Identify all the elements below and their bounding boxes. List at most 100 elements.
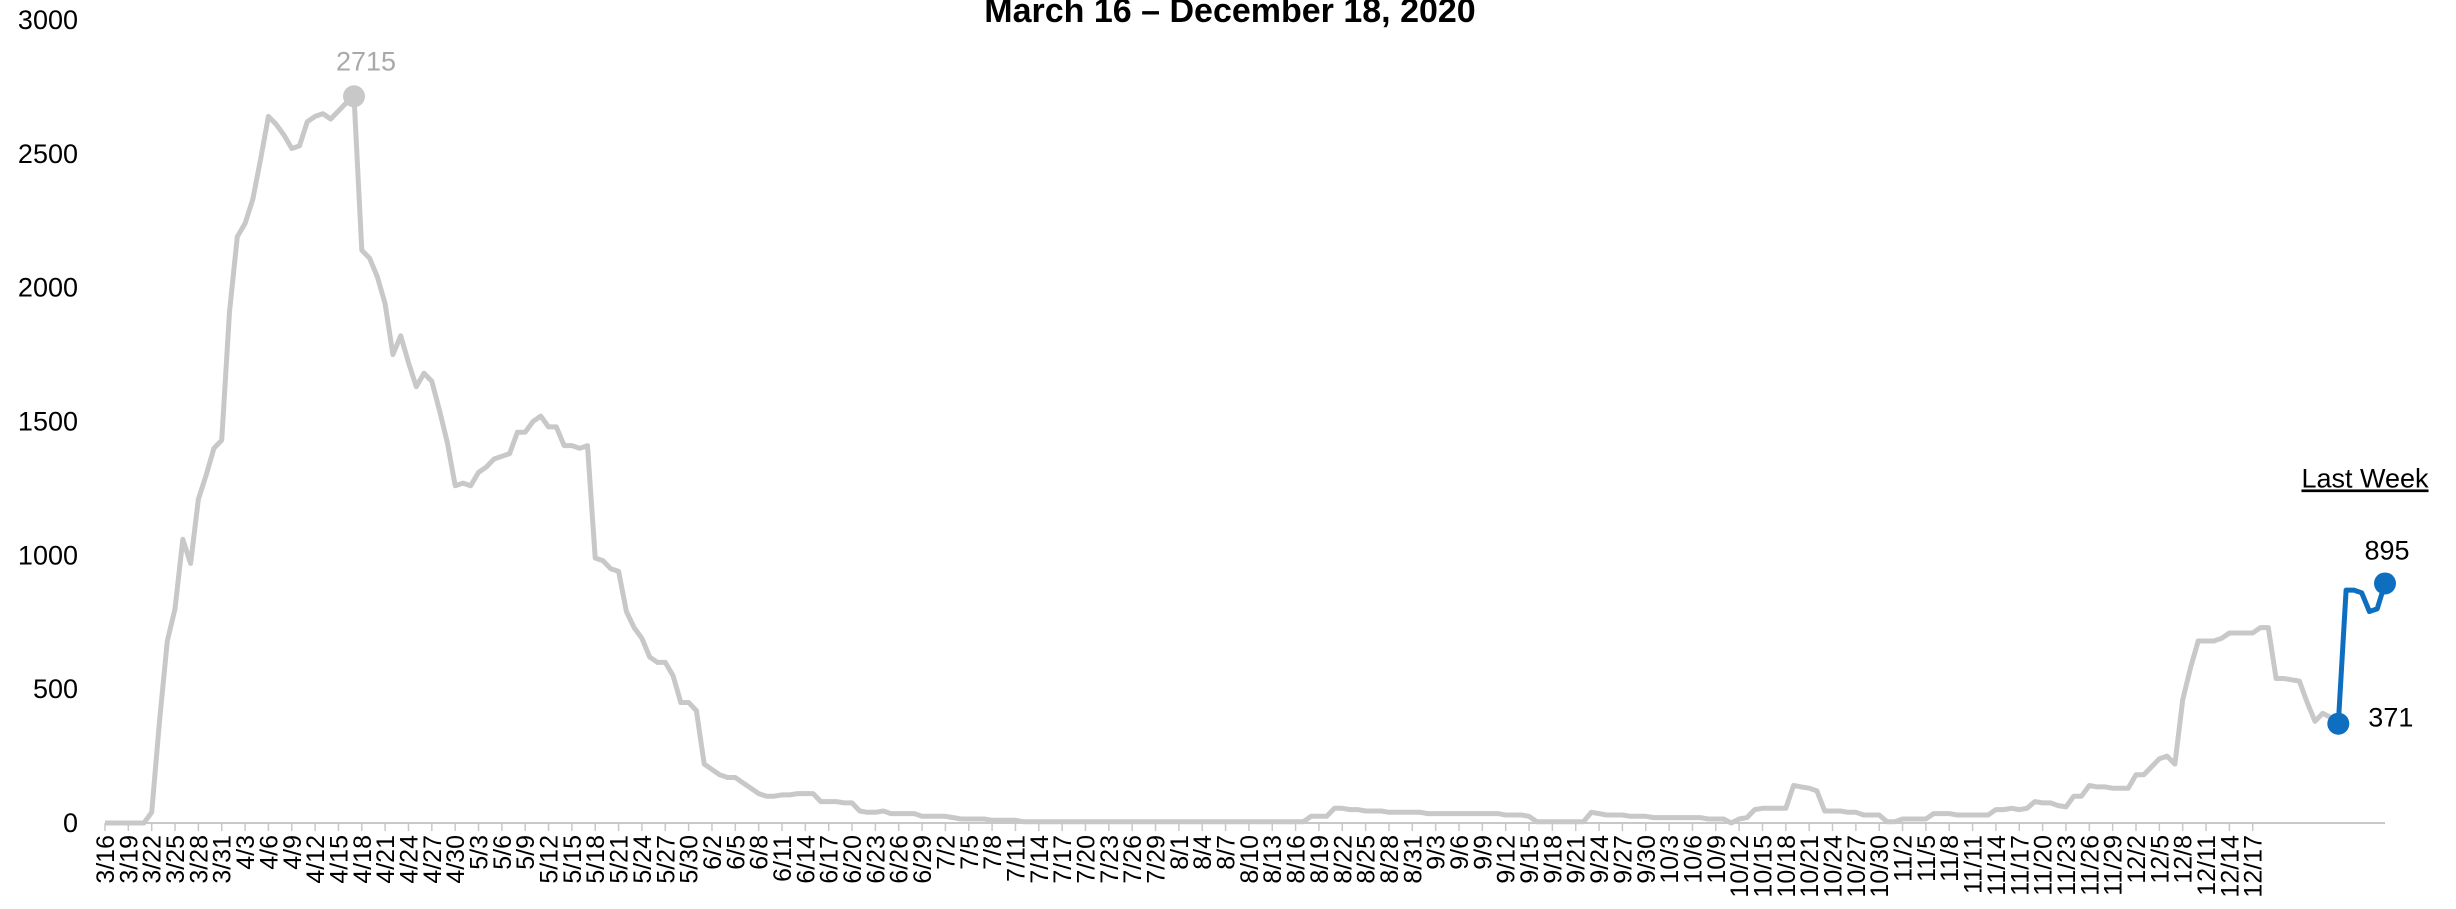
- x-tick-label: 4/24: [395, 835, 423, 884]
- x-tick-label: 4/15: [325, 835, 353, 884]
- x-tick-label: 5/21: [606, 835, 634, 884]
- week-end-marker: [2374, 572, 2396, 595]
- x-tick-label: 11/29: [2100, 835, 2128, 896]
- x-tick-label: 6/23: [862, 835, 890, 884]
- x-tick-label: 10/21: [1796, 835, 1824, 898]
- x-tick-label: 7/11: [1002, 835, 1030, 882]
- x-tick-label: 3/28: [185, 835, 213, 884]
- x-tick-label: 5/18: [582, 835, 610, 884]
- peak-marker: [343, 85, 366, 108]
- x-tick-label: 9/15: [1516, 835, 1544, 884]
- x-tick-label: 3/22: [139, 835, 167, 884]
- y-tick-label: 1000: [18, 540, 78, 570]
- x-tick-label: 9/27: [1609, 835, 1637, 884]
- week-start-value-label: 371: [2368, 703, 2413, 733]
- x-tick-label: 11/5: [1913, 835, 1941, 882]
- x-tick-label: 5/15: [559, 835, 587, 884]
- x-tick-label: 6/20: [839, 835, 867, 884]
- x-tick-label: 7/17: [1049, 835, 1077, 884]
- x-tick-label: 3/19: [115, 835, 143, 884]
- x-tick-label: 7/29: [1143, 835, 1171, 884]
- x-tick-label: 8/19: [1306, 835, 1334, 884]
- x-tick-label: 12/17: [2240, 835, 2268, 898]
- x-tick-label: 12/5: [2146, 835, 2174, 884]
- x-tick-label: 11/14: [1983, 835, 2011, 896]
- x-tick-label: 5/30: [676, 835, 704, 884]
- x-tick-label: 4/3: [232, 835, 260, 870]
- x-tick-label: 5/3: [466, 835, 494, 870]
- y-tick-label: 0: [63, 808, 78, 838]
- week-end-value-label: 895: [2364, 535, 2409, 565]
- x-tick-label: 5/24: [629, 835, 657, 884]
- y-tick-label: 2000: [18, 273, 78, 303]
- x-tick-label: 8/25: [1353, 835, 1381, 884]
- x-axis: 3/163/193/223/253/283/314/34/64/94/124/1…: [92, 822, 2385, 898]
- y-tick-label: 2500: [18, 139, 78, 169]
- x-tick-label: 12/8: [2170, 835, 2198, 884]
- x-tick-label: 3/16: [92, 835, 120, 884]
- x-tick-label: 11/20: [2030, 835, 2058, 896]
- x-tick-label: 4/6: [255, 835, 283, 870]
- x-tick-label: 12/11: [2193, 835, 2221, 896]
- x-tick-label: 4/12: [302, 835, 330, 884]
- last-week-series-line: [2335, 582, 2388, 724]
- x-tick-label: 5/9: [512, 835, 540, 870]
- x-tick-label: 11/23: [2053, 835, 2081, 896]
- x-tick-label: 3/31: [209, 835, 237, 884]
- x-tick-label: 8/10: [1236, 835, 1264, 884]
- x-tick-label: 7/8: [979, 835, 1007, 870]
- x-tick-label: 9/6: [1446, 835, 1474, 870]
- x-tick-label: 4/27: [419, 835, 447, 884]
- x-tick-label: 8/16: [1283, 835, 1311, 884]
- y-tick-label: 500: [33, 674, 78, 704]
- x-tick-label: 10/9: [1703, 835, 1731, 884]
- x-tick-label: 11/26: [2076, 835, 2104, 896]
- x-tick-label: 5/27: [652, 835, 680, 884]
- x-tick-label: 8/22: [1329, 835, 1357, 884]
- x-tick-label: 9/3: [1423, 835, 1451, 870]
- y-tick-label: 3000: [18, 5, 78, 35]
- x-tick-label: 9/30: [1633, 835, 1661, 884]
- x-tick-label: 10/24: [1820, 835, 1848, 898]
- x-tick-label: 9/9: [1469, 835, 1497, 870]
- x-tick-label: 6/29: [909, 835, 937, 884]
- x-tick-label: 6/5: [722, 835, 750, 870]
- x-tick-label: 9/24: [1586, 835, 1614, 884]
- x-tick-label: 10/15: [1749, 835, 1777, 898]
- peak-value-label: 2715: [336, 46, 396, 76]
- x-tick-label: 3/25: [162, 835, 190, 884]
- x-tick-label: 11/2: [1890, 835, 1918, 882]
- x-tick-label: 10/12: [1726, 835, 1754, 898]
- x-tick-label: 6/26: [886, 835, 914, 884]
- chart-title: March 16 – December 18, 2020: [984, 0, 1475, 30]
- x-tick-label: 8/7: [1213, 835, 1241, 870]
- x-tick-label: 7/2: [932, 835, 960, 870]
- x-tick-label: 6/2: [699, 835, 727, 870]
- x-tick-label: 12/2: [2123, 835, 2151, 884]
- x-tick-label: 12/14: [2216, 835, 2244, 898]
- y-axis: 0 500 1000 1500 2000 2500 3000: [18, 5, 78, 838]
- x-tick-label: 7/14: [1026, 835, 1054, 884]
- x-tick-label: 5/12: [536, 835, 564, 884]
- x-tick-label: 10/18: [1773, 835, 1801, 898]
- x-tick-label: 9/21: [1563, 835, 1591, 884]
- x-tick-label: 11/17: [2006, 835, 2034, 896]
- x-tick-label: 7/26: [1119, 835, 1147, 884]
- annotations: 2715 371 895 Last Week: [336, 46, 2429, 732]
- x-tick-label: 8/31: [1399, 835, 1427, 884]
- x-tick-label: 11/8: [1936, 835, 1964, 882]
- x-tick-label: 10/3: [1656, 835, 1684, 884]
- x-tick-label: 5/6: [489, 835, 517, 870]
- x-tick-label: 4/30: [442, 835, 470, 884]
- x-tick-label: 6/8: [746, 835, 774, 870]
- x-tick-label: 8/4: [1189, 835, 1217, 870]
- x-tick-label: 10/27: [1843, 835, 1871, 898]
- last-week-label: Last Week: [2301, 463, 2429, 493]
- x-tick-label: 4/18: [349, 835, 377, 884]
- x-tick-label: 4/21: [372, 835, 400, 884]
- series-line: [105, 93, 2340, 826]
- x-tick-label: 8/1: [1166, 835, 1194, 870]
- x-tick-label: 10/6: [1679, 835, 1707, 884]
- x-tick-label: 9/18: [1539, 835, 1567, 884]
